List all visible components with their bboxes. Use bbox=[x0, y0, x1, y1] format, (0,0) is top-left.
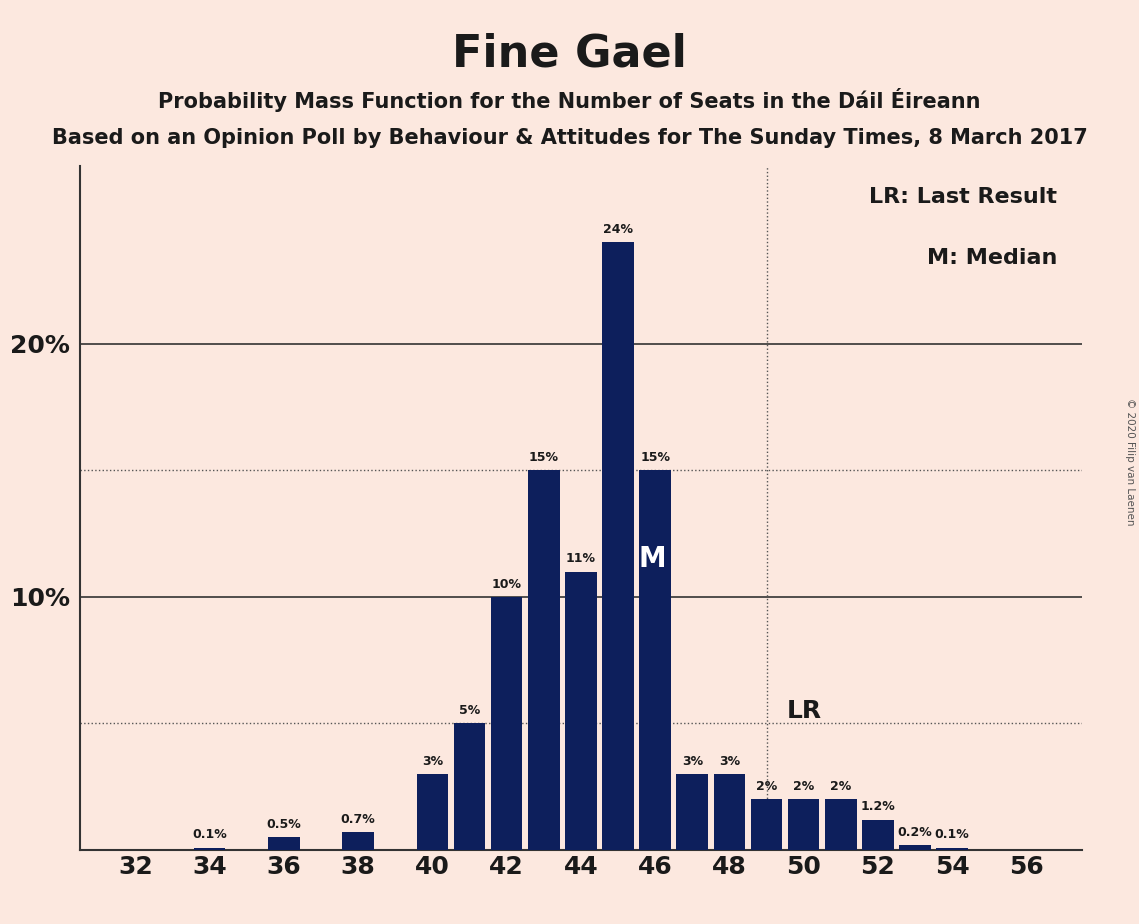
Text: 11%: 11% bbox=[566, 553, 596, 565]
Bar bbox=[491, 597, 523, 850]
Text: LR: Last Result: LR: Last Result bbox=[869, 187, 1057, 207]
Text: Probability Mass Function for the Number of Seats in the Dáil Éireann: Probability Mass Function for the Number… bbox=[158, 88, 981, 112]
Text: 15%: 15% bbox=[640, 451, 670, 464]
Text: © 2020 Filip van Laenen: © 2020 Filip van Laenen bbox=[1125, 398, 1134, 526]
Bar bbox=[453, 723, 485, 850]
Text: 2%: 2% bbox=[756, 780, 777, 793]
Text: 0.5%: 0.5% bbox=[267, 818, 302, 831]
Text: 0.7%: 0.7% bbox=[341, 813, 376, 826]
Text: Fine Gael: Fine Gael bbox=[452, 32, 687, 76]
Bar bbox=[268, 837, 300, 850]
Bar bbox=[639, 470, 671, 850]
Text: 3%: 3% bbox=[682, 755, 703, 768]
Bar bbox=[565, 572, 597, 850]
Bar bbox=[751, 799, 782, 850]
Bar bbox=[862, 820, 894, 850]
Text: 2%: 2% bbox=[793, 780, 814, 793]
Bar bbox=[603, 242, 633, 850]
Text: 5%: 5% bbox=[459, 704, 481, 717]
Text: Based on an Opinion Poll by Behaviour & Attitudes for The Sunday Times, 8 March : Based on an Opinion Poll by Behaviour & … bbox=[51, 128, 1088, 148]
Text: 10%: 10% bbox=[492, 578, 522, 590]
Bar bbox=[528, 470, 559, 850]
Bar bbox=[899, 845, 931, 850]
Bar bbox=[788, 799, 819, 850]
Text: 15%: 15% bbox=[528, 451, 559, 464]
Bar bbox=[714, 774, 745, 850]
Text: 2%: 2% bbox=[830, 780, 851, 793]
Text: 24%: 24% bbox=[603, 223, 633, 236]
Text: 0.1%: 0.1% bbox=[935, 828, 969, 841]
Bar bbox=[194, 847, 226, 850]
Text: 3%: 3% bbox=[719, 755, 740, 768]
Text: 0.1%: 0.1% bbox=[192, 828, 227, 841]
Bar bbox=[417, 774, 448, 850]
Bar bbox=[936, 847, 968, 850]
Bar bbox=[343, 833, 374, 850]
Bar bbox=[825, 799, 857, 850]
Text: 1.2%: 1.2% bbox=[860, 800, 895, 813]
Text: M: Median: M: Median bbox=[927, 249, 1057, 268]
Text: M: M bbox=[639, 545, 666, 573]
Text: 3%: 3% bbox=[421, 755, 443, 768]
Bar bbox=[677, 774, 708, 850]
Text: 0.2%: 0.2% bbox=[898, 826, 933, 839]
Text: LR: LR bbox=[787, 699, 822, 723]
